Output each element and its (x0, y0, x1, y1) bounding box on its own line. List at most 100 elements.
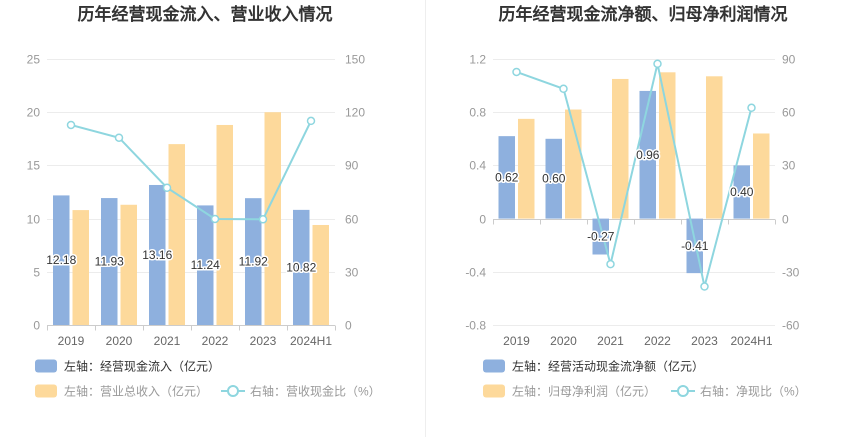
cash-to-revenue-ratio-line (70, 120, 312, 221)
operating-net-cash-flow-bar (733, 165, 750, 219)
legend-label: 左轴：归母净利润（亿元） (512, 384, 656, 399)
operating-cash-inflow-bar (149, 184, 166, 325)
y-left-tick-label: 5 (33, 266, 40, 280)
chart-title: 历年经营现金流入、营业收入情况 (78, 4, 333, 24)
x-tick-label: 2022 (202, 334, 229, 348)
cash-to-revenue-ratio-point (306, 116, 316, 126)
y-left-tick-label: 0 (479, 213, 486, 227)
operating-net-cash-flow-value-label: 0.96 (636, 148, 660, 162)
operating-cash-inflow-value-label: 13.16 (142, 248, 172, 262)
y-right-tick-label: 150 (345, 53, 365, 67)
y-right-tick-label: 0 (345, 319, 352, 333)
x-tick-label: 2024H1 (730, 334, 772, 348)
y-right-tick-label: 120 (345, 106, 365, 120)
legend-marker (227, 385, 239, 397)
y-left-tick-label: -0.4 (465, 266, 486, 280)
operating-cash-inflow-bar (197, 205, 214, 325)
y-right-tick-label: 90 (782, 53, 796, 67)
net-cash-ratio-point (512, 67, 521, 77)
operating-cash-inflow-bar (245, 198, 262, 325)
cash-to-revenue-ratio-point (210, 214, 220, 224)
total-revenue-bar (72, 210, 89, 325)
operating-cash-inflow-value-label: 11.92 (239, 255, 268, 269)
net-cash-ratio-point (747, 103, 756, 113)
legend-item-cash-to-revenue-ratio[interactable]: 右轴：营收现金比（%） (221, 384, 381, 399)
y-right-tick-label: 60 (345, 213, 359, 227)
net-cash-ratio-line (516, 63, 753, 287)
legend-item-operating-cash-inflow[interactable]: 左轴：经营现金流入（亿元） (35, 359, 220, 374)
legend-swatch (35, 359, 57, 373)
net-profit-attributable-bar (612, 78, 629, 219)
x-tick-label: 2022 (644, 334, 671, 348)
operating-net-cash-flow-value-label: -0.41 (681, 239, 709, 253)
y-right-tick-label: 30 (782, 159, 796, 173)
operating-cash-inflow-value-label: 12.18 (46, 253, 76, 267)
x-tick-label: 2023 (250, 334, 277, 348)
operating-net-cash-flow-value-label: -0.27 (587, 230, 615, 244)
legend-item-total-revenue[interactable]: 左轴：营业总收入（亿元） (35, 384, 208, 399)
y-left-tick-label: 10 (27, 213, 41, 227)
legend-item-operating-net-cash-flow[interactable]: 左轴：经营活动现金流净额（亿元） (483, 359, 704, 374)
net-profit-attributable-bar (518, 118, 535, 219)
operating-cash-inflow-bar (293, 209, 310, 325)
legend-label: 左轴：营业总收入（亿元） (64, 384, 208, 399)
net-cash-flow-profit-chart: 历年经营现金流净额、归母净利润情况 -0.8 -0.4 0 0.4 0.8 1.2 -60 -3… (465, 4, 806, 399)
legend-swatch (35, 384, 57, 398)
operating-net-cash-flow-value-label: 0.40 (730, 185, 754, 199)
legend-item-net-profit-attributable[interactable]: 左轴：归母净利润（亿元） (483, 384, 656, 399)
cash-to-revenue-ratio-point (114, 133, 124, 142)
y-right-tick-label: 30 (345, 266, 359, 280)
net-profit-attributable-bar (706, 76, 723, 219)
net-profit-attributable-bar (753, 133, 770, 219)
x-tick-label: 2024H1 (290, 334, 332, 348)
total-revenue-bar (216, 124, 233, 325)
legend-label: 右轴：营收现金比（%） (250, 384, 381, 399)
y-right-tick-label: 0 (782, 213, 789, 227)
cash-to-revenue-ratio-point (66, 120, 76, 130)
total-revenue-bar (168, 144, 185, 325)
cash-to-revenue-ratio-point (162, 183, 172, 192)
net-cash-ratio-point (559, 84, 568, 94)
y-right-tick-label: -30 (782, 266, 800, 280)
net-cash-ratio-point (700, 282, 709, 291)
legend-item-net-cash-ratio[interactable]: 右轴：净现比（%） (671, 384, 807, 399)
operating-net-cash-flow-bar (545, 138, 562, 219)
y-right-tick-label: -60 (782, 319, 800, 333)
y-left-tick-label: -0.8 (465, 319, 486, 333)
legend-marker (677, 385, 689, 397)
x-tick-label: 2020 (106, 334, 133, 348)
y-left-tick-label: 15 (27, 159, 41, 173)
x-tick-label: 2023 (691, 334, 718, 348)
legend-label: 左轴：经营现金流入（亿元） (64, 359, 220, 374)
total-revenue-bar (264, 112, 281, 325)
legend-label: 左轴：经营活动现金流净额（亿元） (512, 359, 704, 374)
operating-cash-inflow-bar (101, 198, 118, 325)
x-tick-label: 2021 (597, 334, 624, 348)
chart-title: 历年经营现金流净额、归母净利润情况 (499, 4, 788, 24)
x-tick-label: 2019 (503, 334, 530, 348)
operating-cash-inflow-value-label: 11.93 (95, 255, 124, 269)
operating-net-cash-flow-value-label: 0.60 (542, 172, 566, 186)
y-right-tick-label: 60 (782, 106, 796, 120)
operating-net-cash-flow-bar (498, 136, 515, 219)
legend-swatch (483, 359, 505, 373)
total-revenue-bar (120, 204, 137, 325)
x-tick-label: 2021 (154, 334, 181, 348)
total-revenue-bar (312, 224, 329, 325)
net-profit-attributable-bar (659, 72, 676, 219)
cash-to-revenue-ratio-point (258, 215, 268, 224)
y-left-tick-label: 1.2 (469, 53, 486, 67)
y-left-tick-label: 25 (27, 53, 41, 67)
operating-net-cash-flow-value-label: 0.62 (495, 170, 519, 184)
legend-label: 右轴：净现比（%） (700, 384, 807, 399)
y-left-tick-label: 0.8 (469, 106, 486, 120)
legend-swatch (483, 384, 505, 398)
y-left-tick-label: 20 (27, 106, 41, 120)
operating-cash-inflow-value-label: 10.82 (286, 260, 316, 274)
operating-cash-inflow-value-label: 11.24 (191, 258, 220, 272)
x-tick-label: 2020 (550, 334, 577, 348)
net-cash-ratio-point (653, 59, 662, 69)
operating-cash-inflow-bar (53, 195, 70, 325)
